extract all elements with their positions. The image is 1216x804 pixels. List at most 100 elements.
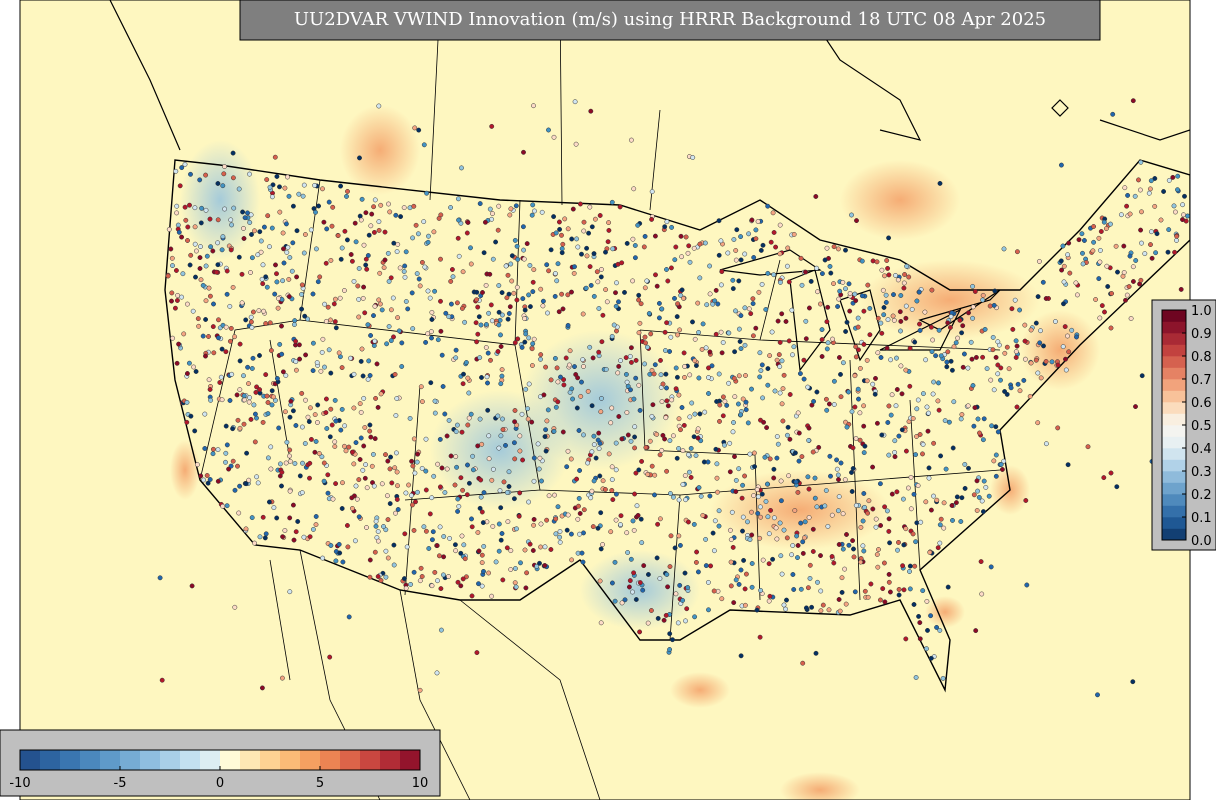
colorbar-segment bbox=[60, 750, 81, 770]
observation-dot bbox=[255, 480, 261, 486]
observation-dot bbox=[589, 403, 595, 409]
observation-dot bbox=[267, 184, 273, 190]
observation-dot bbox=[917, 432, 923, 437]
colorbar-segment bbox=[1162, 310, 1186, 322]
observation-dot bbox=[600, 542, 606, 547]
observation-dot bbox=[785, 424, 791, 430]
observation-dot bbox=[573, 141, 579, 147]
observation-dot bbox=[252, 228, 257, 234]
observation-dot bbox=[700, 512, 706, 518]
observation-dot bbox=[203, 353, 208, 359]
observation-dot bbox=[422, 264, 428, 270]
observation-dot bbox=[193, 369, 199, 374]
observation-dot bbox=[759, 491, 765, 497]
observation-dot bbox=[257, 534, 263, 540]
observation-dot bbox=[652, 472, 658, 478]
observation-dot bbox=[387, 209, 393, 215]
observation-dot bbox=[976, 494, 982, 500]
observation-dot bbox=[707, 291, 713, 297]
observation-dot bbox=[584, 253, 590, 259]
observation-dot bbox=[559, 246, 565, 252]
observation-dot bbox=[766, 561, 772, 567]
observation-dot bbox=[410, 326, 416, 332]
observation-dot bbox=[438, 586, 444, 592]
observation-dot bbox=[800, 660, 806, 666]
observation-dot bbox=[674, 455, 680, 461]
observation-dot bbox=[490, 256, 496, 262]
observation-dot bbox=[299, 306, 305, 312]
observation-dot bbox=[425, 239, 431, 245]
observation-dot bbox=[556, 219, 562, 225]
observation-dot bbox=[1130, 279, 1136, 284]
observation-dot bbox=[743, 373, 748, 378]
observation-dot bbox=[237, 341, 243, 347]
observation-dot bbox=[941, 525, 947, 531]
observation-dot bbox=[742, 473, 748, 479]
observation-dot bbox=[274, 174, 280, 179]
observation-dot bbox=[764, 425, 770, 431]
observation-dot bbox=[824, 245, 830, 251]
observation-dot bbox=[477, 505, 483, 511]
observation-dot bbox=[783, 319, 789, 324]
observation-dot bbox=[565, 292, 571, 298]
observation-dot bbox=[774, 357, 780, 363]
observation-dot bbox=[353, 483, 359, 489]
observation-dot bbox=[685, 250, 691, 256]
observation-dot bbox=[683, 497, 689, 503]
observation-dot bbox=[385, 458, 391, 464]
observation-dot bbox=[925, 627, 930, 633]
observation-dot bbox=[622, 597, 628, 603]
observation-dot bbox=[730, 544, 736, 550]
observation-dot bbox=[569, 289, 574, 295]
observation-dot bbox=[183, 217, 189, 223]
observation-dot bbox=[917, 321, 922, 327]
observation-dot bbox=[1061, 263, 1067, 269]
observation-dot bbox=[632, 491, 638, 497]
colorbar-segment bbox=[20, 750, 41, 770]
observation-dot bbox=[453, 429, 459, 435]
observation-dot bbox=[768, 239, 774, 245]
observation-dot bbox=[292, 318, 298, 324]
observation-dot bbox=[824, 346, 830, 352]
observation-dot bbox=[857, 365, 863, 371]
observation-dot bbox=[654, 555, 660, 561]
observation-dot bbox=[873, 516, 879, 522]
observation-dot bbox=[376, 227, 382, 233]
observation-dot bbox=[628, 556, 634, 562]
observation-dot bbox=[290, 408, 296, 414]
observation-dot bbox=[945, 584, 951, 590]
observation-dot bbox=[522, 307, 528, 313]
observation-dot bbox=[321, 478, 327, 484]
colorbar-segment bbox=[1162, 344, 1186, 357]
observation-dot bbox=[513, 203, 519, 209]
observation-dot bbox=[479, 583, 485, 589]
observation-dot bbox=[339, 406, 345, 412]
observation-dot bbox=[934, 624, 940, 630]
observation-dot bbox=[286, 294, 292, 300]
observation-dot bbox=[360, 373, 366, 379]
observation-dot bbox=[551, 134, 557, 140]
observation-dot bbox=[930, 337, 936, 343]
observation-dot bbox=[216, 317, 221, 323]
observation-dot bbox=[736, 373, 742, 379]
observation-dot bbox=[679, 254, 685, 260]
observation-dot bbox=[314, 420, 320, 425]
observation-dot bbox=[523, 331, 529, 337]
observation-dot bbox=[836, 355, 842, 360]
observation-dot bbox=[784, 432, 790, 438]
observation-dot bbox=[438, 256, 443, 262]
observation-dot bbox=[379, 307, 385, 313]
observation-dot bbox=[701, 459, 707, 465]
observation-dot bbox=[674, 314, 680, 320]
observation-dot bbox=[839, 575, 845, 581]
observation-dot bbox=[479, 375, 484, 380]
observation-dot bbox=[371, 204, 377, 210]
observation-dot bbox=[203, 263, 209, 269]
observation-dot bbox=[1147, 186, 1153, 192]
colorbar-segment bbox=[160, 750, 181, 770]
observation-dot bbox=[259, 685, 265, 691]
observation-dot bbox=[258, 238, 264, 244]
observation-dot bbox=[1066, 240, 1072, 246]
observation-dot bbox=[689, 400, 695, 406]
observation-dot bbox=[501, 479, 507, 485]
